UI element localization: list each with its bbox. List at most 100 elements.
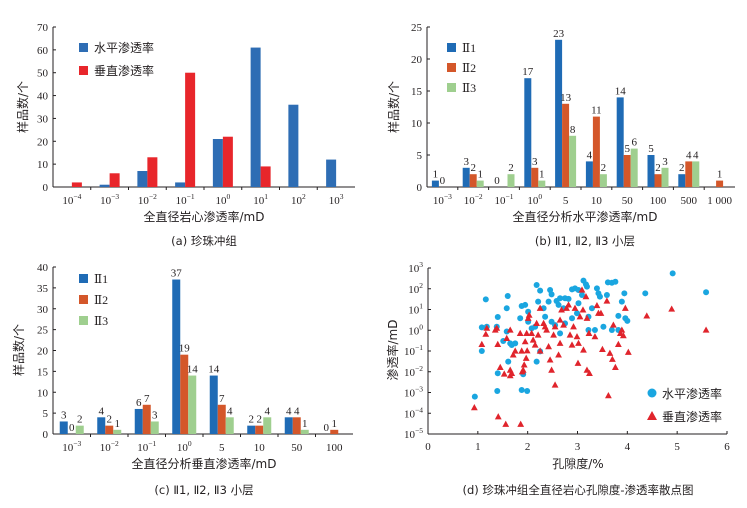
d-point-vertical (551, 323, 559, 330)
d-point-vertical (519, 366, 527, 373)
c-data-label: 14 (208, 364, 220, 376)
d-point-horizontal (555, 301, 562, 308)
c-bar (284, 417, 293, 434)
a-x-tick-label-base: 10 (100, 195, 112, 207)
d-point-vertical (520, 361, 528, 368)
c-data-label: 4 (227, 405, 233, 417)
b-bar (685, 161, 693, 187)
a-legend-swatch (79, 66, 88, 75)
d-y-tick-label: 100 (408, 322, 423, 337)
c-bar (180, 354, 189, 434)
c-data-label: 2 (249, 414, 255, 426)
d-point-vertical (603, 297, 611, 304)
d-point-vertical (525, 311, 533, 318)
a-bar (147, 157, 158, 187)
c-legend-swatch (79, 316, 88, 325)
c-x-tick-label-exponent: −1 (148, 439, 156, 448)
b-bar (616, 97, 624, 187)
b-x-tick-label-base: 50 (622, 195, 634, 207)
b-legend-swatch (447, 43, 456, 52)
d-point-horizontal (542, 313, 549, 320)
d-point-vertical (585, 329, 593, 336)
a-x-tick-label: 10−1 (176, 192, 195, 207)
d-x-tick-label: 2 (525, 441, 531, 453)
d-point-horizontal (478, 348, 485, 354)
a-y-tick-label: 40 (37, 91, 49, 103)
c-x-tick-label-exponent: −3 (73, 439, 81, 448)
b-x-tick-label-exponent: −2 (475, 192, 483, 201)
b-data-label: 2 (655, 162, 661, 174)
c-x-tick-label: 10−1 (137, 439, 156, 454)
c-y-tick-label: 35 (37, 283, 49, 295)
d-y-tick-label: 10−5 (404, 426, 423, 441)
b-data-label: 23 (553, 28, 565, 40)
panel-a-x-axis-label: 全直径岩心渗透率/mD (144, 209, 265, 224)
b-bar (476, 180, 484, 187)
d-point-horizontal (642, 290, 649, 297)
b-bar (678, 174, 686, 187)
d-point-horizontal (471, 393, 478, 400)
d-point-vertical (556, 316, 564, 323)
d-point-horizontal (557, 330, 564, 337)
c-legend-label: Ⅱ3 (94, 314, 108, 328)
d-x-tick-label: 5 (674, 441, 680, 453)
a-x-tick-label-exponent: −2 (149, 192, 157, 201)
d-y-tick-label: 10−4 (404, 405, 423, 420)
b-bar (562, 103, 570, 187)
panel-d-caption: (d) 珍珠冲组全直径岩心孔隙度-渗透率散点图 (462, 483, 693, 497)
a-y-tick-label: 60 (37, 45, 49, 57)
d-y-tick-label-base: 10 (408, 305, 420, 317)
c-data-label: 3 (61, 409, 67, 421)
d-point-horizontal (548, 291, 555, 298)
d-point-vertical (508, 369, 516, 377)
c-y-tick-label: 0 (43, 429, 49, 441)
d-y-tick-label: 101 (408, 302, 423, 317)
a-x-tick-label-base: 10 (62, 195, 74, 207)
d-y-tick-label-base: 10 (408, 263, 420, 275)
d-point-vertical (482, 330, 490, 337)
d-point-horizontal (533, 358, 540, 365)
d-point-horizontal (621, 290, 628, 297)
c-bar (97, 417, 106, 434)
c-data-label: 1 (302, 418, 308, 430)
d-legend-label: 垂直渗透率 (662, 409, 722, 424)
a-x-tick-label-base: 10 (253, 195, 265, 207)
d-point-vertical (546, 356, 554, 363)
d-point-vertical (611, 363, 619, 370)
d-point-vertical (523, 347, 531, 354)
d-point-vertical (550, 331, 557, 338)
b-data-label: 1 (717, 169, 723, 181)
d-point-vertical (496, 363, 504, 370)
b-bar (630, 148, 638, 187)
c-data-label: 3 (152, 409, 158, 421)
d-point-vertical (568, 341, 576, 348)
b-data-label: 5 (624, 143, 630, 155)
c-bar (255, 425, 264, 434)
d-point-horizontal (494, 313, 501, 320)
c-legend-label: Ⅱ2 (94, 293, 108, 307)
d-point-horizontal (574, 310, 581, 317)
b-data-label: 5 (648, 143, 654, 155)
d-point-horizontal (600, 323, 607, 330)
b-data-label: 0 (440, 175, 446, 187)
b-x-tick-label-base: 100 (650, 195, 667, 207)
a-y-tick-label: 50 (37, 68, 49, 80)
c-x-tick-label: 50 (291, 442, 303, 454)
b-bar (647, 155, 655, 187)
b-y-tick-label: 0 (417, 182, 423, 194)
d-y-tick-label-exponent: −3 (415, 385, 423, 394)
panel-c-caption: (c) Ⅱ1, Ⅱ2, Ⅱ3 小层 (154, 483, 253, 497)
b-bar (507, 174, 515, 187)
c-bar (330, 429, 339, 434)
b-data-label: 3 (662, 156, 668, 168)
b-y-tick-label: 10 (411, 118, 423, 130)
panel-b-x-axis-label: 全直径分析水平渗透率/mD (513, 209, 658, 224)
d-point-vertical (643, 312, 651, 319)
d-point-horizontal (504, 293, 511, 300)
panel-b-bar-chart: 样品数/个 全直径分析水平渗透率/mD (b) Ⅱ1, Ⅱ2, Ⅱ3 小层 0 5… (386, 22, 735, 248)
c-y-tick-label: 20 (37, 346, 49, 358)
d-point-vertical (579, 306, 587, 313)
a-y-tick-label: 20 (37, 136, 49, 148)
a-x-tick-label-base: 10 (138, 195, 150, 207)
